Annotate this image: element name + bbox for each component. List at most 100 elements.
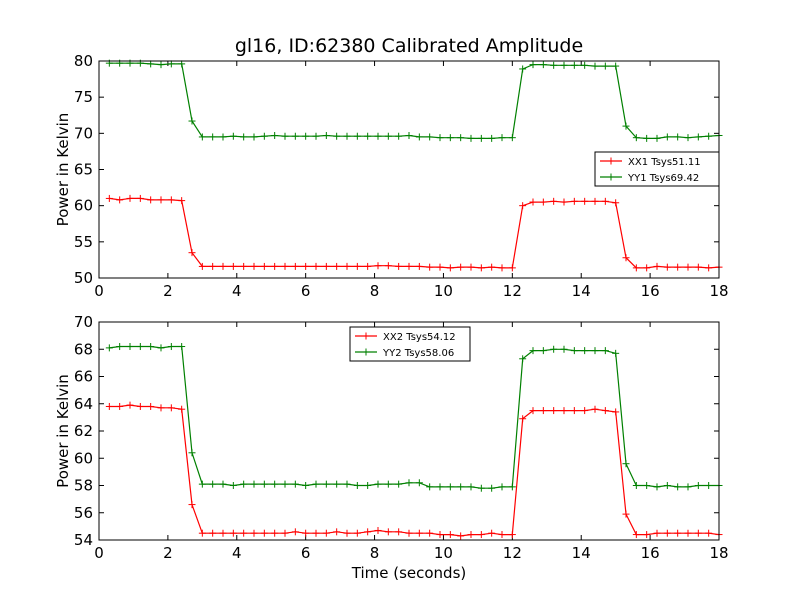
bottom-data-point [353, 482, 361, 489]
bottom-data-point [302, 482, 310, 489]
top-data-point [198, 133, 206, 141]
bottom-data-point [271, 480, 279, 488]
top-data-point [260, 132, 268, 140]
bottom-data-point [643, 531, 651, 539]
bottom-y-tick-label: 60 [74, 449, 93, 467]
bottom-data-point [395, 480, 403, 488]
top-data-point [271, 262, 279, 270]
bottom-data-point [446, 531, 454, 539]
top-data-point [446, 134, 454, 142]
top-x-tick-label: 14 [572, 282, 591, 300]
top-data-point [178, 197, 186, 205]
top-data-point [178, 60, 186, 68]
bottom-data-point [426, 483, 434, 491]
top-legend-entry: YY1 Tsys69.42 [600, 173, 699, 184]
bottom-data-point [209, 480, 217, 488]
bottom-data-point [250, 480, 258, 488]
top-data-point [405, 262, 413, 270]
top-data-point [508, 134, 516, 142]
top-data-point [333, 262, 341, 270]
top-data-point [364, 262, 372, 270]
bottom-data-point [105, 344, 113, 352]
bottom-x-tick-label: 14 [572, 544, 591, 562]
bottom-data-point [705, 482, 713, 489]
bottom-data-point [436, 531, 444, 539]
top-data-point [488, 263, 496, 271]
bottom-x-tick-label: 10 [434, 544, 453, 562]
bottom-data-point [508, 531, 516, 539]
top-data-point [343, 132, 351, 140]
bottom-data-point [519, 355, 527, 363]
bottom-y-axis-label: Power in Kelvin [54, 374, 72, 488]
bottom-data-point [622, 460, 630, 468]
bottom-data-point [384, 528, 392, 536]
top-y-tick-label: 80 [74, 52, 93, 70]
bottom-data-point [508, 483, 516, 491]
top-data-point [519, 65, 527, 73]
top-data-point [674, 263, 682, 271]
top-data-point [570, 197, 578, 205]
bottom-data-point [653, 483, 661, 491]
top-data-point [353, 262, 361, 270]
top-data-point [281, 262, 289, 270]
bottom-x-tick-label: 12 [503, 544, 522, 562]
top-data-point [188, 249, 196, 257]
bottom-data-point [333, 528, 341, 536]
top-data-point [209, 262, 217, 270]
bottom-series-line-2 [109, 345, 719, 489]
top-data-point [601, 62, 609, 70]
bottom-data-point [674, 529, 682, 537]
bottom-data-point [157, 404, 165, 412]
top-y-tick-label: 60 [74, 197, 93, 215]
top-data-point [364, 132, 372, 140]
bottom-data-point [260, 529, 268, 537]
bottom-x-tick-label: 6 [301, 544, 311, 562]
bottom-data-point [343, 529, 351, 537]
bottom-x-tick-label: 18 [709, 544, 728, 562]
bottom-data-point [219, 480, 227, 488]
bottom-data-point [539, 347, 547, 355]
bottom-data-point [560, 345, 568, 353]
bottom-data-point [570, 407, 578, 415]
top-data-point [157, 61, 165, 69]
bottom-data-point [415, 529, 423, 537]
top-data-point [188, 117, 196, 125]
top-data-point [705, 132, 713, 140]
top-data-point [384, 262, 392, 270]
top-data-point [415, 262, 423, 270]
top-data-point [229, 132, 237, 140]
top-data-point [498, 264, 506, 272]
top-data-point [467, 134, 475, 142]
bottom-data-point [229, 529, 237, 537]
top-x-tick-label: 4 [232, 282, 242, 300]
top-data-point [126, 194, 134, 202]
top-legend-entry: XX1 Tsys51.11 [600, 157, 701, 168]
top-y-tick-label: 75 [74, 88, 93, 106]
top-y-axis-label: Power in Kelvin [54, 113, 72, 227]
top-data-point [477, 264, 485, 272]
bottom-data-point [250, 529, 258, 537]
top-data-point [291, 262, 299, 270]
bottom-data-point [591, 347, 599, 355]
top-data-point [281, 132, 289, 140]
top-legend-label: XX1 Tsys51.11 [628, 157, 701, 168]
bottom-data-point [271, 529, 279, 537]
bottom-data-point [591, 405, 599, 413]
top-x-tick-label: 10 [434, 282, 453, 300]
bottom-data-point [364, 482, 372, 489]
bottom-data-point [581, 347, 589, 355]
top-data-point [312, 262, 320, 270]
bottom-data-point [488, 484, 496, 492]
bottom-data-point [167, 404, 175, 412]
bottom-data-point [632, 531, 640, 539]
top-data-point [560, 61, 568, 69]
bottom-data-point [178, 405, 186, 413]
top-x-tick-label: 6 [301, 282, 311, 300]
bottom-data-point [570, 347, 578, 355]
top-data-point [570, 61, 578, 69]
bottom-data-point [405, 479, 413, 487]
bottom-data-point [477, 531, 485, 539]
bottom-data-point [333, 480, 341, 488]
top-data-point [581, 197, 589, 205]
